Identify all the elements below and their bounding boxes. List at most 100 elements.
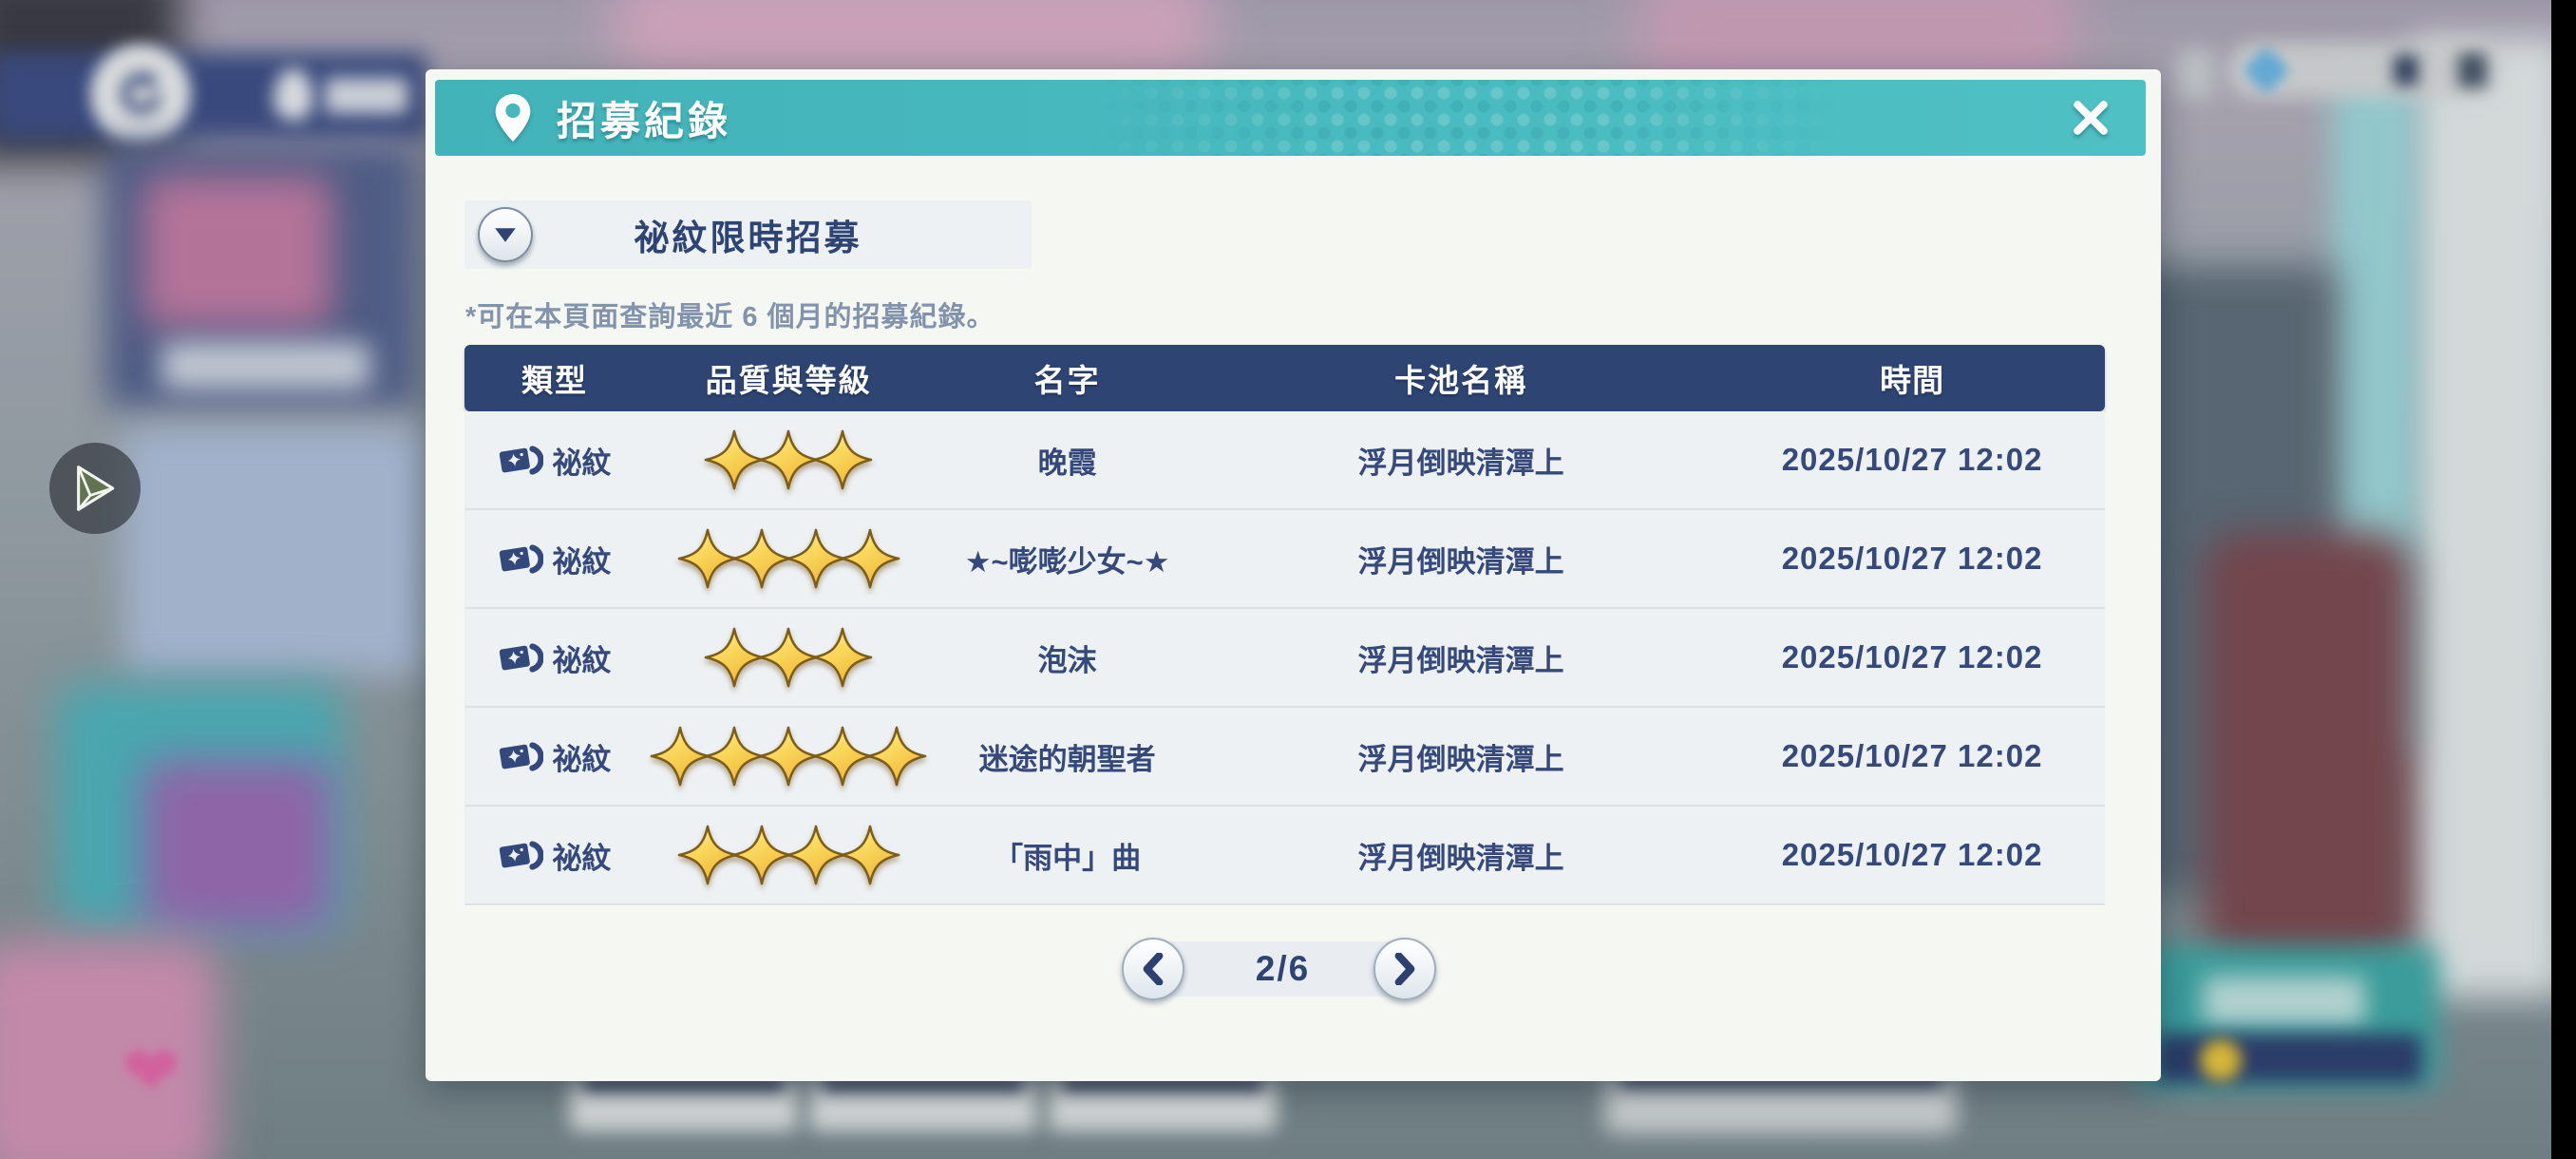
banner-dropdown-button[interactable] — [478, 207, 533, 262]
four-point-star-icon — [704, 726, 765, 787]
rune-ticket-icon — [500, 544, 544, 574]
bg-blob — [2332, 66, 2417, 750]
banner-selector[interactable]: 祕紋限時招募 — [464, 200, 1032, 269]
star-rating — [704, 429, 873, 490]
recruit-record-table: 類型 品質與等級 名字 卡池名稱 時間 祕紋 晚霞 浮月倒映清潭上 2025/10/27 12… — [464, 345, 2105, 905]
bg-blob — [0, 940, 218, 1159]
recruit-action-panel — [2135, 945, 2439, 1088]
coin-icon — [2200, 1039, 2242, 1081]
chevron-right-icon — [1394, 953, 1415, 985]
quality-cell — [645, 627, 932, 688]
four-point-star-icon — [786, 825, 845, 885]
four-point-star-icon — [650, 726, 710, 787]
bg-blob — [2204, 977, 2365, 1026]
name-cell: 迷途的朝聖者 — [978, 742, 1156, 776]
recruitment-record-dialog: 招募紀錄 祕紋限時招募 *可在本頁面查詢最近 6 個月的招募紀錄。 類型 品質與等… — [426, 69, 2161, 1081]
name-cell: 晚霞 — [1037, 446, 1097, 480]
time-cell: 2025/10/27 12:02 — [1781, 541, 2043, 576]
bg-blob — [2458, 53, 2487, 87]
time-cell: 2025/10/27 12:02 — [1781, 738, 2043, 773]
four-point-star-icon — [840, 825, 900, 885]
column-header: 名字 — [1033, 363, 1101, 398]
bg-blob — [809, 1081, 1037, 1130]
type-label: 祕紋 — [552, 446, 612, 480]
type-label: 祕紋 — [552, 742, 612, 776]
type-cell: 祕紋 — [464, 735, 645, 778]
table-body: 祕紋 晚霞 浮月倒映清潭上 2025/10/27 12:02 祕紋 ★~嘭嘭少女~★ 浮月倒… — [464, 411, 2105, 905]
bg-blob — [570, 1081, 798, 1130]
map-pin-icon — [495, 94, 531, 142]
table-row: 祕紋 迷途的朝聖者 浮月倒映清潭上 2025/10/27 12:02 — [464, 708, 2105, 807]
table-row: 祕紋 「雨中」曲 浮月倒映清潭上 2025/10/27 12:02 — [464, 807, 2105, 905]
type-cell: 祕紋 — [464, 636, 645, 679]
x-mark-icon — [2074, 101, 2108, 135]
next-page-button[interactable] — [1373, 938, 1436, 1000]
close-button[interactable] — [2064, 91, 2117, 144]
heart-icon: ❤ — [122, 1032, 181, 1111]
four-point-star-icon — [758, 726, 819, 787]
back-button[interactable] — [90, 44, 191, 144]
quality-cell — [645, 825, 932, 885]
type-cell: 祕紋 — [464, 439, 645, 482]
map-pin-icon — [274, 68, 313, 122]
table-row: 祕紋 ★~嘭嘭少女~★ 浮月倒映清潭上 2025/10/27 12:02 — [464, 510, 2105, 609]
four-point-star-icon — [786, 528, 845, 589]
column-header: 品質與等級 — [705, 363, 872, 398]
rune-ticket-icon — [500, 643, 544, 673]
pool-cell: 浮月倒映清潭上 — [1357, 544, 1564, 579]
four-point-star-icon — [704, 429, 765, 490]
four-point-star-icon — [677, 528, 737, 589]
star-rating — [677, 528, 900, 589]
four-point-star-icon — [866, 726, 927, 787]
paper-plane-icon — [77, 466, 115, 511]
table-header-row: 類型 品質與等級 名字 卡池名稱 時間 — [464, 345, 2105, 411]
chevron-left-icon — [1143, 953, 1164, 985]
star-rating — [704, 627, 873, 688]
column-header: 類型 — [521, 363, 588, 398]
star-rating — [677, 825, 900, 885]
bg-blob — [57, 684, 342, 931]
rune-ticket-icon — [500, 446, 544, 475]
banner-label: 祕紋限時招募 — [634, 218, 862, 257]
table-row: 祕紋 泡沫 浮月倒映清潭上 2025/10/27 12:02 — [464, 609, 2105, 708]
back-button-bar — [0, 52, 427, 140]
time-cell: 2025/10/27 12:02 — [1781, 442, 2043, 477]
bg-blob — [1605, 1075, 1957, 1132]
time-cell: 2025/10/27 12:02 — [1781, 837, 2043, 872]
type-label: 祕紋 — [552, 841, 612, 875]
bg-blob — [123, 428, 427, 674]
rune-ticket-icon — [500, 742, 544, 771]
float-chat-button[interactable] — [49, 443, 141, 534]
pagination: 2/6 — [1122, 938, 1436, 1000]
four-point-star-icon — [812, 726, 873, 787]
type-cell: 祕紋 — [464, 834, 645, 877]
name-cell: 「雨中」曲 — [994, 841, 1142, 875]
bg-blob — [2413, 38, 2565, 998]
table-row: 祕紋 晚霞 浮月倒映清潭上 2025/10/27 12:02 — [464, 411, 2105, 510]
bg-blob — [325, 78, 408, 114]
four-point-star-icon — [677, 825, 737, 885]
resource-bar — [2227, 43, 2498, 98]
four-point-star-icon — [731, 528, 791, 589]
previous-page-button[interactable] — [1122, 938, 1184, 1000]
type-label: 祕紋 — [552, 643, 612, 677]
quality-cell — [645, 726, 932, 787]
four-point-star-icon — [840, 528, 900, 589]
pool-cell: 浮月倒映清潭上 — [1357, 643, 1564, 677]
rune-ticket-icon — [500, 841, 544, 870]
page-indicator: 2/6 — [1146, 941, 1420, 997]
bg-blob — [161, 342, 370, 390]
quality-cell — [645, 429, 932, 490]
bg-blob — [2156, 1034, 2422, 1083]
bg-blob — [142, 760, 332, 931]
four-point-star-icon — [758, 627, 819, 688]
halftone-pattern — [1085, 80, 1838, 156]
bg-blob — [104, 142, 418, 408]
dialog-header: 招募紀錄 — [435, 80, 2146, 156]
type-label: 祕紋 — [552, 544, 612, 579]
bg-blob — [142, 176, 332, 328]
star-rating — [650, 726, 927, 787]
time-cell: 2025/10/27 12:02 — [1781, 639, 2043, 674]
screen-edge-band — [2551, 0, 2576, 1159]
bg-blob — [0, 0, 180, 162]
